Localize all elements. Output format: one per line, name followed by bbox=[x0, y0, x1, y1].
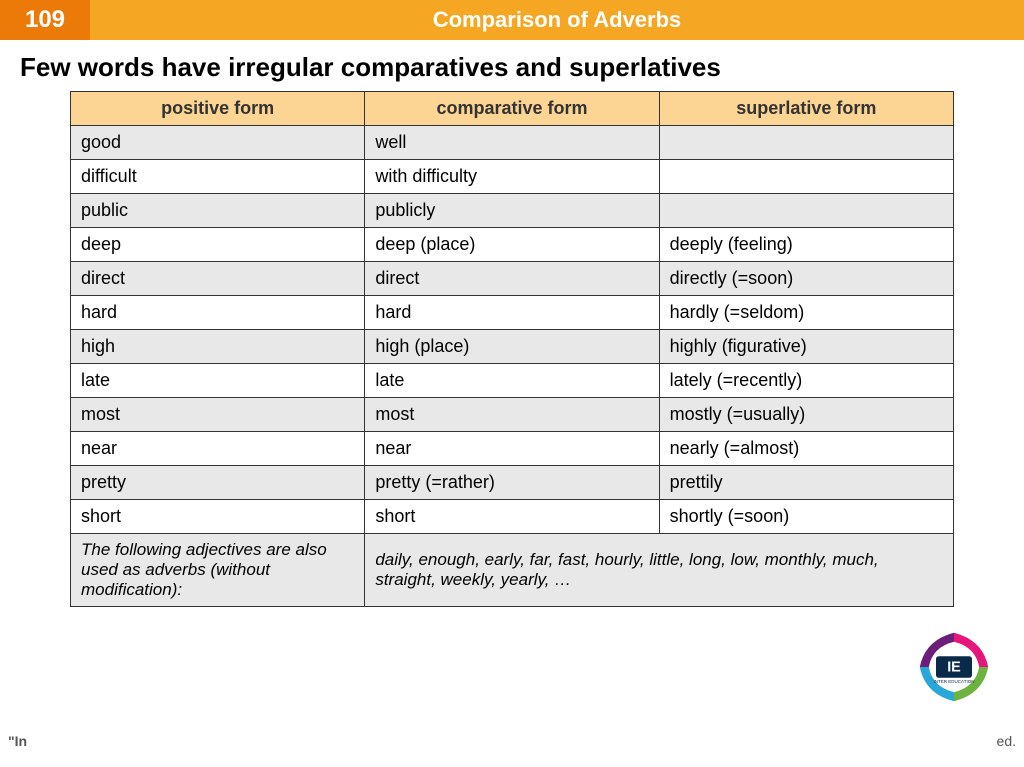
footer-left-cell: The following adjectives are also used a… bbox=[71, 534, 365, 607]
table-cell: high bbox=[71, 330, 365, 364]
table-cell bbox=[659, 194, 953, 228]
header-bar: 109 Comparison of Adverbs bbox=[0, 0, 1024, 40]
table-cell: lately (=recently) bbox=[659, 364, 953, 398]
table-cell: highly (figurative) bbox=[659, 330, 953, 364]
table-cell: high (place) bbox=[365, 330, 659, 364]
table-cell: deep (place) bbox=[365, 228, 659, 262]
table-container: positive form comparative form superlati… bbox=[0, 91, 1024, 607]
table-cell: late bbox=[365, 364, 659, 398]
table-cell: mostly (=usually) bbox=[659, 398, 953, 432]
table-cell: short bbox=[365, 500, 659, 534]
table-row: difficultwith difficulty bbox=[71, 160, 954, 194]
table-cell: difficult bbox=[71, 160, 365, 194]
table-cell: deep bbox=[71, 228, 365, 262]
table-cell: short bbox=[71, 500, 365, 534]
table-row: shortshortshortly (=soon) bbox=[71, 500, 954, 534]
table-cell: shortly (=soon) bbox=[659, 500, 953, 534]
ie-logo: IE INTER EDUCATION bbox=[909, 622, 999, 712]
table-cell: nearly (=almost) bbox=[659, 432, 953, 466]
table-cell: well bbox=[365, 126, 659, 160]
table-cell: direct bbox=[365, 262, 659, 296]
table-row: prettypretty (=rather)prettily bbox=[71, 466, 954, 500]
table-cell: public bbox=[71, 194, 365, 228]
table-cell: with difficulty bbox=[365, 160, 659, 194]
table-cell: pretty bbox=[71, 466, 365, 500]
truncated-right-text: ed. bbox=[997, 733, 1016, 749]
table-cell: prettily bbox=[659, 466, 953, 500]
table-row: latelatelately (=recently) bbox=[71, 364, 954, 398]
table-cell: near bbox=[365, 432, 659, 466]
table-header-row: positive form comparative form superlati… bbox=[71, 92, 954, 126]
table-cell: hardly (=seldom) bbox=[659, 296, 953, 330]
table-cell: publicly bbox=[365, 194, 659, 228]
table-cell: most bbox=[71, 398, 365, 432]
svg-text:IE: IE bbox=[947, 660, 961, 676]
table-row: directdirectdirectly (=soon) bbox=[71, 262, 954, 296]
table-cell: late bbox=[71, 364, 365, 398]
table-row: nearnearnearly (=almost) bbox=[71, 432, 954, 466]
slide-title: Comparison of Adverbs bbox=[90, 0, 1024, 40]
subtitle: Few words have irregular comparatives an… bbox=[0, 40, 1024, 91]
truncated-left-text: "In bbox=[8, 733, 27, 749]
table-cell: near bbox=[71, 432, 365, 466]
col-comparative: comparative form bbox=[365, 92, 659, 126]
table-cell: pretty (=rather) bbox=[365, 466, 659, 500]
table-cell: directly (=soon) bbox=[659, 262, 953, 296]
table-cell: good bbox=[71, 126, 365, 160]
table-row: hardhardhardly (=seldom) bbox=[71, 296, 954, 330]
footer-right-cell: daily, enough, early, far, fast, hourly,… bbox=[365, 534, 954, 607]
col-superlative: superlative form bbox=[659, 92, 953, 126]
table-cell: most bbox=[365, 398, 659, 432]
table-cell: direct bbox=[71, 262, 365, 296]
table-cell: deeply (feeling) bbox=[659, 228, 953, 262]
svg-text:INTER EDUCATION: INTER EDUCATION bbox=[934, 679, 975, 684]
table-footer-row: The following adjectives are also used a… bbox=[71, 534, 954, 607]
table-row: mostmostmostly (=usually) bbox=[71, 398, 954, 432]
table-row: deepdeep (place)deeply (feeling) bbox=[71, 228, 954, 262]
table-cell: hard bbox=[365, 296, 659, 330]
table-cell bbox=[659, 126, 953, 160]
table-cell bbox=[659, 160, 953, 194]
table-row: publicpublicly bbox=[71, 194, 954, 228]
table-cell: hard bbox=[71, 296, 365, 330]
table-row: highhigh (place)highly (figurative) bbox=[71, 330, 954, 364]
adverbs-table: positive form comparative form superlati… bbox=[70, 91, 954, 607]
table-row: goodwell bbox=[71, 126, 954, 160]
col-positive: positive form bbox=[71, 92, 365, 126]
slide-number: 109 bbox=[0, 0, 90, 40]
